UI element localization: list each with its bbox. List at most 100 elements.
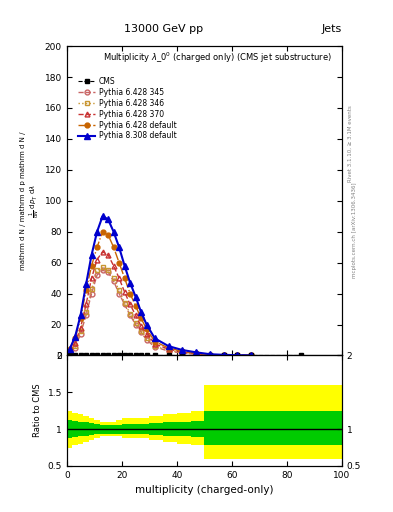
CMS — [139, 352, 143, 358]
Pythia 6.428 370 — [95, 257, 99, 263]
Pythia 6.428 370 — [122, 289, 127, 295]
Pythia 6.428 346 — [139, 328, 143, 334]
Line: Pythia 6.428 345: Pythia 6.428 345 — [67, 268, 253, 358]
Pythia 6.428 345 — [194, 351, 198, 357]
Pythia 8.308 default — [152, 335, 157, 342]
Pythia 6.428 default — [249, 352, 253, 358]
Pythia 8.308 default — [106, 216, 110, 222]
Pythia 8.308 default — [122, 263, 127, 269]
Pythia 6.428 346 — [144, 335, 149, 342]
Pythia 6.428 370 — [67, 348, 72, 354]
Pythia 8.308 default — [100, 213, 105, 219]
Text: mcplots.cern.ch [arXiv:1306.3436]: mcplots.cern.ch [arXiv:1306.3436] — [352, 183, 357, 278]
Pythia 6.428 370 — [208, 352, 212, 358]
Pythia 8.308 default — [111, 229, 116, 235]
Pythia 6.428 370 — [152, 341, 157, 347]
CMS — [95, 352, 99, 358]
Pythia 6.428 370 — [133, 312, 138, 318]
CMS — [144, 352, 149, 358]
Pythia 6.428 default — [89, 263, 94, 269]
Pythia 6.428 370 — [117, 275, 121, 281]
Pythia 6.428 346 — [100, 264, 105, 270]
CMS — [249, 352, 253, 358]
Legend: CMS, Pythia 6.428 345, Pythia 6.428 346, Pythia 6.428 370, Pythia 6.428 default,: CMS, Pythia 6.428 345, Pythia 6.428 346,… — [76, 75, 179, 143]
Y-axis label: Ratio to CMS: Ratio to CMS — [33, 384, 42, 437]
Pythia 8.308 default — [95, 229, 99, 235]
Pythia 8.308 default — [144, 322, 149, 328]
Pythia 6.428 370 — [100, 249, 105, 255]
Pythia 6.428 346 — [89, 286, 94, 292]
CMS — [133, 352, 138, 358]
CMS — [128, 352, 132, 358]
CMS — [106, 352, 110, 358]
Pythia 6.428 default — [73, 335, 77, 342]
Pythia 6.428 370 — [128, 302, 132, 308]
Pythia 6.428 345 — [117, 290, 121, 296]
Pythia 6.428 370 — [73, 340, 77, 346]
Pythia 6.428 370 — [180, 349, 185, 355]
CMS — [194, 352, 198, 358]
Pythia 6.428 370 — [111, 263, 116, 269]
Pythia 6.428 default — [84, 287, 88, 293]
Pythia 6.428 346 — [111, 275, 116, 281]
CMS — [166, 352, 171, 358]
Pythia 8.308 default — [78, 312, 83, 318]
Text: Rivet 3.1.10, ≥ 3.1M events: Rivet 3.1.10, ≥ 3.1M events — [348, 105, 353, 182]
Pythia 6.428 346 — [122, 300, 127, 306]
Pythia 6.428 345 — [166, 348, 171, 354]
Line: Pythia 6.428 default: Pythia 6.428 default — [67, 229, 253, 358]
Pythia 6.428 345 — [180, 350, 185, 356]
Pythia 6.428 345 — [133, 322, 138, 328]
Pythia 6.428 370 — [139, 323, 143, 329]
Pythia 6.428 default — [100, 229, 105, 235]
Line: Pythia 6.428 346: Pythia 6.428 346 — [67, 265, 253, 358]
Pythia 6.428 346 — [208, 352, 212, 358]
Pythia 6.428 346 — [133, 320, 138, 326]
CMS — [73, 352, 77, 358]
Pythia 6.428 345 — [78, 331, 83, 337]
Pythia 6.428 346 — [128, 311, 132, 317]
CMS — [152, 352, 157, 358]
Line: Pythia 8.308 default: Pythia 8.308 default — [67, 214, 254, 358]
Pythia 6.428 default — [152, 338, 157, 345]
Pythia 6.428 default — [95, 244, 99, 250]
Pythia 6.428 default — [122, 275, 127, 281]
Pythia 6.428 345 — [89, 290, 94, 296]
CMS — [89, 352, 94, 358]
Pythia 8.308 default — [180, 347, 185, 353]
Pythia 6.428 345 — [122, 302, 127, 308]
X-axis label: multiplicity (charged-only): multiplicity (charged-only) — [135, 485, 274, 495]
Pythia 6.428 default — [111, 244, 116, 250]
Pythia 6.428 default — [208, 351, 212, 357]
CMS — [298, 352, 303, 358]
Pythia 8.308 default — [67, 346, 72, 352]
Pythia 6.428 default — [235, 352, 240, 358]
Pythia 6.428 346 — [106, 267, 110, 273]
CMS — [235, 352, 240, 358]
Text: 13000 GeV pp: 13000 GeV pp — [123, 24, 203, 34]
Pythia 8.308 default — [117, 244, 121, 250]
Pythia 6.428 370 — [194, 351, 198, 357]
Pythia 6.428 370 — [249, 352, 253, 358]
CMS — [78, 352, 83, 358]
Pythia 6.428 346 — [117, 287, 121, 293]
Pythia 6.428 default — [139, 315, 143, 322]
Pythia 6.428 345 — [221, 352, 226, 358]
Pythia 6.428 default — [221, 352, 226, 358]
Pythia 6.428 345 — [73, 345, 77, 351]
Pythia 6.428 346 — [67, 349, 72, 355]
Pythia 6.428 default — [180, 348, 185, 354]
Pythia 6.428 346 — [249, 352, 253, 358]
Pythia 6.428 345 — [139, 329, 143, 335]
Text: Jets: Jets — [321, 24, 342, 34]
Pythia 6.428 346 — [152, 343, 157, 349]
Pythia 8.308 default — [128, 280, 132, 286]
CMS — [180, 352, 185, 358]
CMS — [117, 352, 121, 358]
Pythia 6.428 370 — [144, 331, 149, 337]
Pythia 6.428 default — [78, 315, 83, 322]
Pythia 6.428 default — [144, 326, 149, 332]
Pythia 6.428 370 — [235, 352, 240, 358]
Pythia 6.428 345 — [106, 269, 110, 275]
CMS — [67, 352, 72, 358]
